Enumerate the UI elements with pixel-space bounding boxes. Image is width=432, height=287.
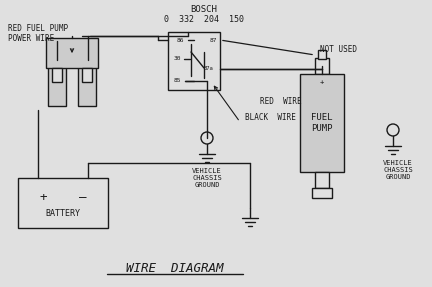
Text: +: +: [39, 191, 47, 205]
Text: 30: 30: [174, 57, 181, 61]
Text: 87a: 87a: [204, 67, 214, 71]
Text: BOSCH: BOSCH: [191, 5, 217, 15]
Text: 85: 85: [174, 79, 181, 84]
Bar: [312, 188, 332, 198]
Text: BLACK  WIRE: BLACK WIRE: [245, 113, 296, 123]
Text: RED FUEL PUMP
POWER WIRE: RED FUEL PUMP POWER WIRE: [8, 24, 68, 43]
Text: 87: 87: [210, 38, 217, 42]
Text: WIRE  DIAGRAM: WIRE DIAGRAM: [126, 261, 224, 274]
Bar: [48, 60, 66, 106]
Circle shape: [387, 124, 399, 136]
Text: FUEL
PUMP: FUEL PUMP: [311, 113, 333, 133]
Bar: [315, 58, 329, 74]
Bar: [318, 50, 326, 59]
Bar: [315, 172, 329, 188]
Text: –: –: [79, 191, 87, 205]
Circle shape: [201, 132, 213, 144]
Text: NOT USED: NOT USED: [320, 46, 357, 55]
Bar: [46, 38, 98, 68]
Bar: [168, 32, 220, 90]
Bar: [18, 178, 108, 228]
Bar: [82, 68, 92, 82]
Text: RED  WIRE: RED WIRE: [260, 98, 302, 106]
Text: VEHICLE
CHASSIS
GROUND: VEHICLE CHASSIS GROUND: [383, 160, 413, 180]
Text: 0  332  204  150: 0 332 204 150: [164, 15, 244, 24]
Bar: [78, 60, 96, 106]
Text: VEHICLE
CHASSIS
GROUND: VEHICLE CHASSIS GROUND: [192, 168, 222, 188]
Text: BATTERY: BATTERY: [45, 210, 80, 218]
Text: 86: 86: [177, 38, 184, 42]
Text: +: +: [320, 79, 324, 85]
Bar: [300, 74, 344, 172]
Bar: [52, 68, 62, 82]
